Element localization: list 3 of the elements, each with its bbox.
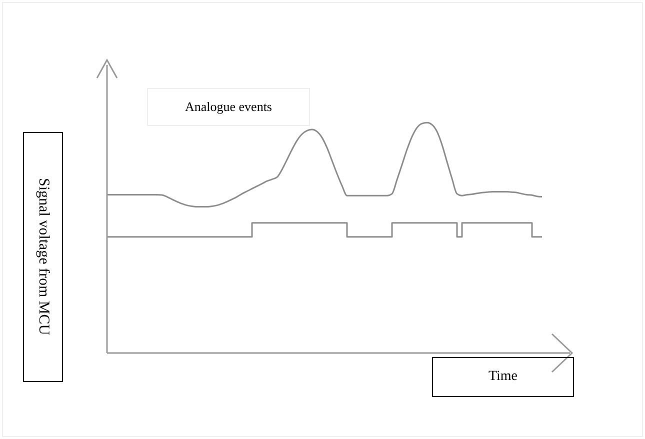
text: Analogue events <box>147 88 310 126</box>
x-axis-title: Time <box>432 357 574 397</box>
y-axis-title: Signal voltage from MCU <box>34 178 52 336</box>
